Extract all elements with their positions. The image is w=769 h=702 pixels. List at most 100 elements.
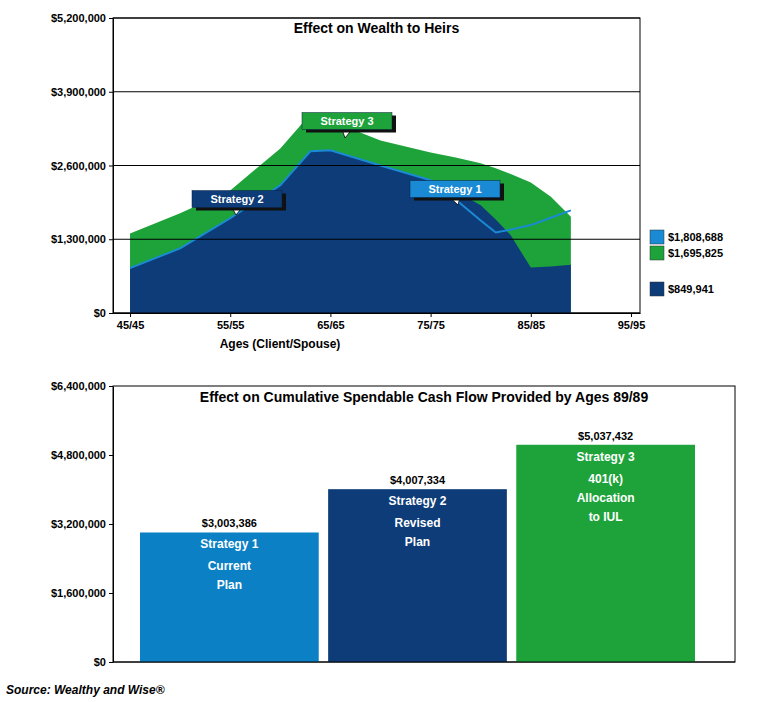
y-axis-tick-label: $3,900,000 bbox=[51, 86, 106, 98]
grid-line bbox=[113, 239, 640, 240]
y-axis-tick-label: $3,200,000 bbox=[51, 518, 106, 530]
y-axis-line bbox=[113, 19, 114, 314]
y-axis-tick-mark bbox=[109, 455, 113, 456]
grid bbox=[113, 18, 640, 313]
series-area bbox=[130, 150, 571, 313]
x-axis-line bbox=[114, 313, 641, 314]
x-axis-tick-mark bbox=[631, 313, 632, 317]
bar bbox=[328, 489, 507, 662]
legend-swatch bbox=[650, 230, 664, 244]
plot-area bbox=[140, 445, 695, 662]
x-axis-tick-label: 55/55 bbox=[217, 319, 245, 331]
y-axis-tick: $5,200,000 bbox=[51, 12, 113, 24]
x-axis-tick: 75/75 bbox=[417, 313, 445, 331]
y-axis-tick-mark bbox=[109, 166, 113, 167]
y-axis-tick-mark bbox=[109, 386, 113, 387]
x-axis-tick-mark bbox=[230, 313, 231, 317]
grid-line bbox=[113, 91, 640, 92]
bar-category: Strategy 2 bbox=[388, 494, 446, 508]
callout-box bbox=[192, 191, 282, 208]
bar-description: Current bbox=[208, 559, 251, 573]
callout: Strategy 2 bbox=[192, 191, 286, 216]
bar-category: Strategy 3 bbox=[577, 450, 635, 464]
legend-swatch bbox=[650, 282, 664, 296]
y-axis-tick: $4,800,000 bbox=[51, 449, 113, 461]
bar bbox=[140, 532, 319, 662]
bar-description: Plan bbox=[405, 535, 430, 549]
y-axis-tick-label: $0 bbox=[94, 307, 106, 319]
bar bbox=[516, 445, 695, 662]
callout: Strategy 1 bbox=[410, 181, 504, 206]
y-axis-tick: $1,300,000 bbox=[51, 233, 113, 245]
x-axis-tick: 85/85 bbox=[518, 313, 546, 331]
y-axis-tick: $1,600,000 bbox=[51, 587, 113, 599]
chart-container: $0 $1,300,000 $2,600,000 $3,900,000 $5,200,0… bbox=[0, 0, 769, 702]
callout-label: Strategy 3 bbox=[320, 115, 373, 127]
legend-label: $849,941 bbox=[668, 283, 714, 295]
x-axis-tick: 65/65 bbox=[317, 313, 345, 331]
x-axis-tick-label: 95/95 bbox=[618, 319, 646, 331]
grid-line bbox=[113, 18, 640, 19]
y-axis-tick-mark bbox=[109, 524, 113, 525]
x-axis-line bbox=[113, 662, 735, 663]
y-axis-tick-mark bbox=[109, 18, 113, 19]
x-axis-tick: 45/45 bbox=[117, 313, 145, 331]
y-axis-tick-mark bbox=[109, 313, 113, 314]
y-axis-tick-label: $0 bbox=[94, 656, 106, 668]
bar-description: 401(k) bbox=[588, 472, 623, 486]
x-axis-title: Ages (Client/Spouse) bbox=[220, 337, 341, 351]
x-axis-tick-label: 75/75 bbox=[417, 319, 445, 331]
x-axis-tick-label: 65/65 bbox=[317, 319, 345, 331]
x-axis-tick-mark bbox=[431, 313, 432, 317]
series-area bbox=[130, 114, 571, 313]
x-axis-tick: 55/55 bbox=[217, 313, 245, 331]
y-axis-tick: $3,200,000 bbox=[51, 518, 113, 530]
y-axis-tick-label: $6,400,000 bbox=[51, 380, 106, 392]
callout: Strategy 3 bbox=[302, 113, 396, 139]
y-axis-tick-label: $1,600,000 bbox=[51, 587, 106, 599]
x-axis-tick-mark bbox=[130, 313, 131, 317]
y-axis-line bbox=[113, 387, 114, 663]
chart-svg: $0 $1,300,000 $2,600,000 $3,900,000 $5,200,0… bbox=[0, 0, 769, 702]
x-axis-tick-mark bbox=[330, 313, 331, 317]
y-axis: $0 $1,300,000 $2,600,000 $3,900,000 $5,200,0… bbox=[51, 12, 114, 319]
cashflow-chart: $3,003,386 Strategy 1 Current Plan $4,007,33… bbox=[51, 380, 735, 668]
x-axis: 45/45 55/55 65/65 75/75 85/85 95/95 bbox=[114, 313, 646, 331]
callout-box bbox=[410, 181, 500, 198]
callout-box bbox=[302, 113, 392, 130]
data-label: $3,003,386 bbox=[202, 517, 257, 529]
x-axis-tick-label: 45/45 bbox=[117, 319, 145, 331]
bar-description: to IUL bbox=[589, 510, 623, 524]
x-axis-tick: 95/95 bbox=[618, 313, 646, 331]
data-label: $4,007,334 bbox=[390, 474, 446, 486]
y-axis-tick: $0 bbox=[94, 656, 113, 668]
y-axis-tick: $3,900,000 bbox=[51, 86, 113, 98]
wealth-chart: $0 $1,300,000 $2,600,000 $3,900,000 $5,200,0… bbox=[51, 12, 723, 351]
series-line bbox=[130, 150, 571, 268]
bar-texts: $3,003,386 Strategy 1 Current Plan $4,007,33… bbox=[200, 430, 635, 593]
bar-description: Revised bbox=[394, 516, 440, 530]
y-axis-tick-label: $5,200,000 bbox=[51, 12, 106, 24]
source-note: Source: Wealthy and Wise® bbox=[6, 683, 165, 697]
bar-description: Allocation bbox=[577, 491, 635, 505]
y-axis-tick: $0 bbox=[94, 307, 113, 319]
y-axis-tick-label: $1,300,000 bbox=[51, 233, 106, 245]
plot-frame bbox=[113, 18, 640, 313]
plot-frame bbox=[113, 386, 735, 662]
y-axis-tick: $6,400,000 bbox=[51, 380, 113, 392]
y-axis-tick-label: $4,800,000 bbox=[51, 449, 106, 461]
callout-label: Strategy 2 bbox=[210, 193, 263, 205]
y-axis-tick-mark bbox=[109, 593, 113, 594]
grid-line bbox=[113, 313, 640, 314]
grid-line bbox=[113, 165, 640, 166]
data-label: $5,037,432 bbox=[578, 430, 633, 442]
bar-description: Plan bbox=[217, 578, 242, 592]
legend-label: $1,695,825 bbox=[668, 247, 723, 259]
x-axis-tick-label: 85/85 bbox=[518, 319, 546, 331]
callout-label: Strategy 1 bbox=[428, 183, 481, 195]
chart-title: Effect on Wealth to Heirs bbox=[294, 20, 460, 36]
y-axis-tick-label: $2,600,000 bbox=[51, 160, 106, 172]
legend-label: $1,808,688 bbox=[668, 231, 723, 243]
bar-category: Strategy 1 bbox=[200, 537, 258, 551]
legend: $1,808,688 $1,695,825 $849,941 bbox=[650, 230, 723, 296]
